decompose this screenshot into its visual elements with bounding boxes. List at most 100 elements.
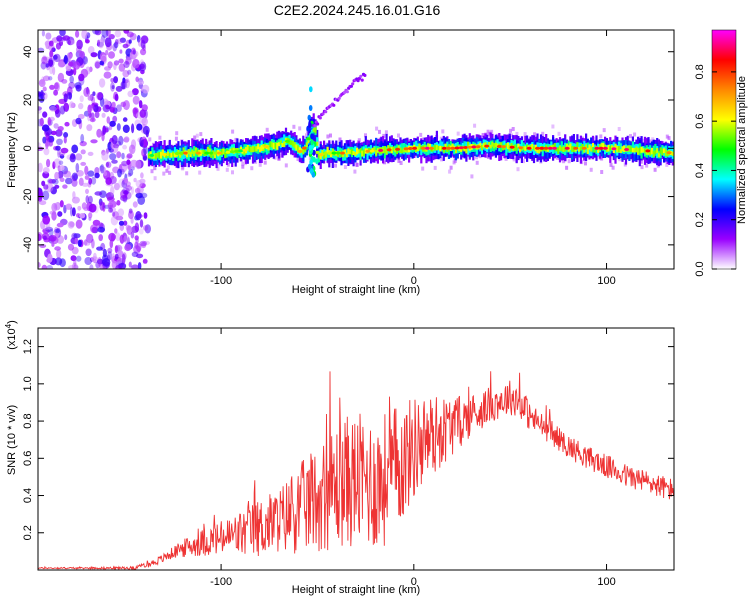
noise-speck xyxy=(77,113,85,120)
noise-speck xyxy=(108,232,116,242)
ridge-cell xyxy=(557,147,560,154)
noise-speck xyxy=(75,153,83,161)
branch-cell xyxy=(363,73,367,77)
noise-speck xyxy=(57,211,63,217)
ridge-cell xyxy=(272,142,275,150)
halo-speck xyxy=(329,133,332,138)
ridge-peak xyxy=(666,151,672,155)
noise-speck xyxy=(135,211,142,221)
ridge-cell xyxy=(356,147,359,155)
ridge-cell xyxy=(191,149,194,155)
branch-cell xyxy=(316,122,320,126)
halo-speck xyxy=(292,124,296,129)
noise-speck xyxy=(94,191,103,196)
ridge-cell xyxy=(640,149,643,159)
ridge-cell xyxy=(591,143,595,148)
ridge-cell xyxy=(649,149,652,156)
ridge-cell xyxy=(661,148,664,156)
ridge-cell xyxy=(151,147,154,160)
ridge-peak xyxy=(178,151,184,155)
noise-speck xyxy=(85,39,90,44)
noise-speck xyxy=(75,162,80,173)
halo-speck xyxy=(296,157,300,161)
halo-speck xyxy=(618,157,622,162)
y-tick-label: 0.2 xyxy=(22,525,34,540)
noise-speck xyxy=(127,90,134,98)
noise-speck xyxy=(119,234,125,244)
noise-speck xyxy=(79,50,85,59)
noise-speck xyxy=(116,257,123,264)
noise-speck xyxy=(139,63,145,70)
ridge-cell xyxy=(508,145,511,152)
noise-speck xyxy=(69,75,74,84)
noise-speck xyxy=(101,112,106,118)
ridge-cell xyxy=(569,143,572,150)
ridge-cell xyxy=(277,142,281,146)
noise-speck xyxy=(65,203,73,210)
noise-speck xyxy=(85,195,90,204)
spike-cell xyxy=(311,171,316,178)
noise-speck xyxy=(122,124,130,133)
ridge-cell xyxy=(349,148,352,163)
ridge-cell xyxy=(253,146,256,152)
ridge-cell xyxy=(153,153,156,159)
ridge-cell xyxy=(251,146,255,153)
noise-speck xyxy=(108,34,115,40)
halo-speck xyxy=(602,128,606,133)
noise-speck xyxy=(116,151,122,159)
ridge-cell xyxy=(350,149,353,156)
ridge-cell xyxy=(418,143,421,150)
halo-speck xyxy=(357,138,361,143)
noise-speck xyxy=(126,31,134,38)
ridge-peak xyxy=(195,151,201,155)
colorbar-axes: 0.0 0.2 0.4 0.6 0.8 xyxy=(694,29,737,277)
noise-speck xyxy=(48,76,53,81)
halo-speck xyxy=(384,130,388,135)
ridge-cell xyxy=(643,149,647,154)
noise-speck xyxy=(108,200,113,206)
ridge-cell xyxy=(401,143,404,153)
noise-speck xyxy=(51,202,58,212)
noise-speck xyxy=(141,117,148,126)
noise-speck xyxy=(55,109,61,118)
noise-speck xyxy=(103,71,112,79)
ridge-cell xyxy=(520,140,523,152)
noise-speck xyxy=(57,72,65,83)
branch-cell xyxy=(332,103,336,107)
ridge-cell xyxy=(246,145,249,151)
ridge-cell xyxy=(395,147,399,155)
y-tick-label: 0.8 xyxy=(22,413,34,428)
ridge-cell xyxy=(366,147,369,160)
noise-speck xyxy=(86,233,94,244)
noise-speck xyxy=(94,61,100,69)
noise-speck xyxy=(130,166,135,171)
ridge-peak xyxy=(458,146,464,150)
noise-speck xyxy=(94,111,100,119)
ridge-peak xyxy=(335,151,341,155)
noise-speck xyxy=(134,235,139,241)
spike-cell xyxy=(309,86,313,93)
halo-speck xyxy=(533,132,537,137)
noise-speck xyxy=(118,178,125,188)
noise-speck xyxy=(125,185,132,192)
ridge-cell xyxy=(222,148,225,154)
noise-speck xyxy=(97,226,105,233)
noise-speck xyxy=(99,166,107,173)
noise-speck xyxy=(108,51,115,59)
x-tick-label: 0 xyxy=(411,275,417,287)
noise-speck xyxy=(101,151,109,161)
noise-speck xyxy=(76,213,81,218)
snr-ylabel: SNR (10 * v/v) xyxy=(6,405,18,475)
noise-speck xyxy=(72,191,76,199)
snr-series-line xyxy=(38,371,674,570)
ridge-cell xyxy=(361,150,364,157)
spike-cell xyxy=(308,105,313,111)
snr-xlabel: Height of straight line (km) xyxy=(292,584,420,596)
ridge-cell xyxy=(206,146,209,154)
ridge-cell xyxy=(170,152,173,158)
y-tick-label: -20 xyxy=(22,189,34,205)
noise-speck xyxy=(115,85,123,92)
halo-speck xyxy=(382,133,386,138)
noise-speck xyxy=(130,47,136,55)
ridge-peak xyxy=(229,150,235,154)
